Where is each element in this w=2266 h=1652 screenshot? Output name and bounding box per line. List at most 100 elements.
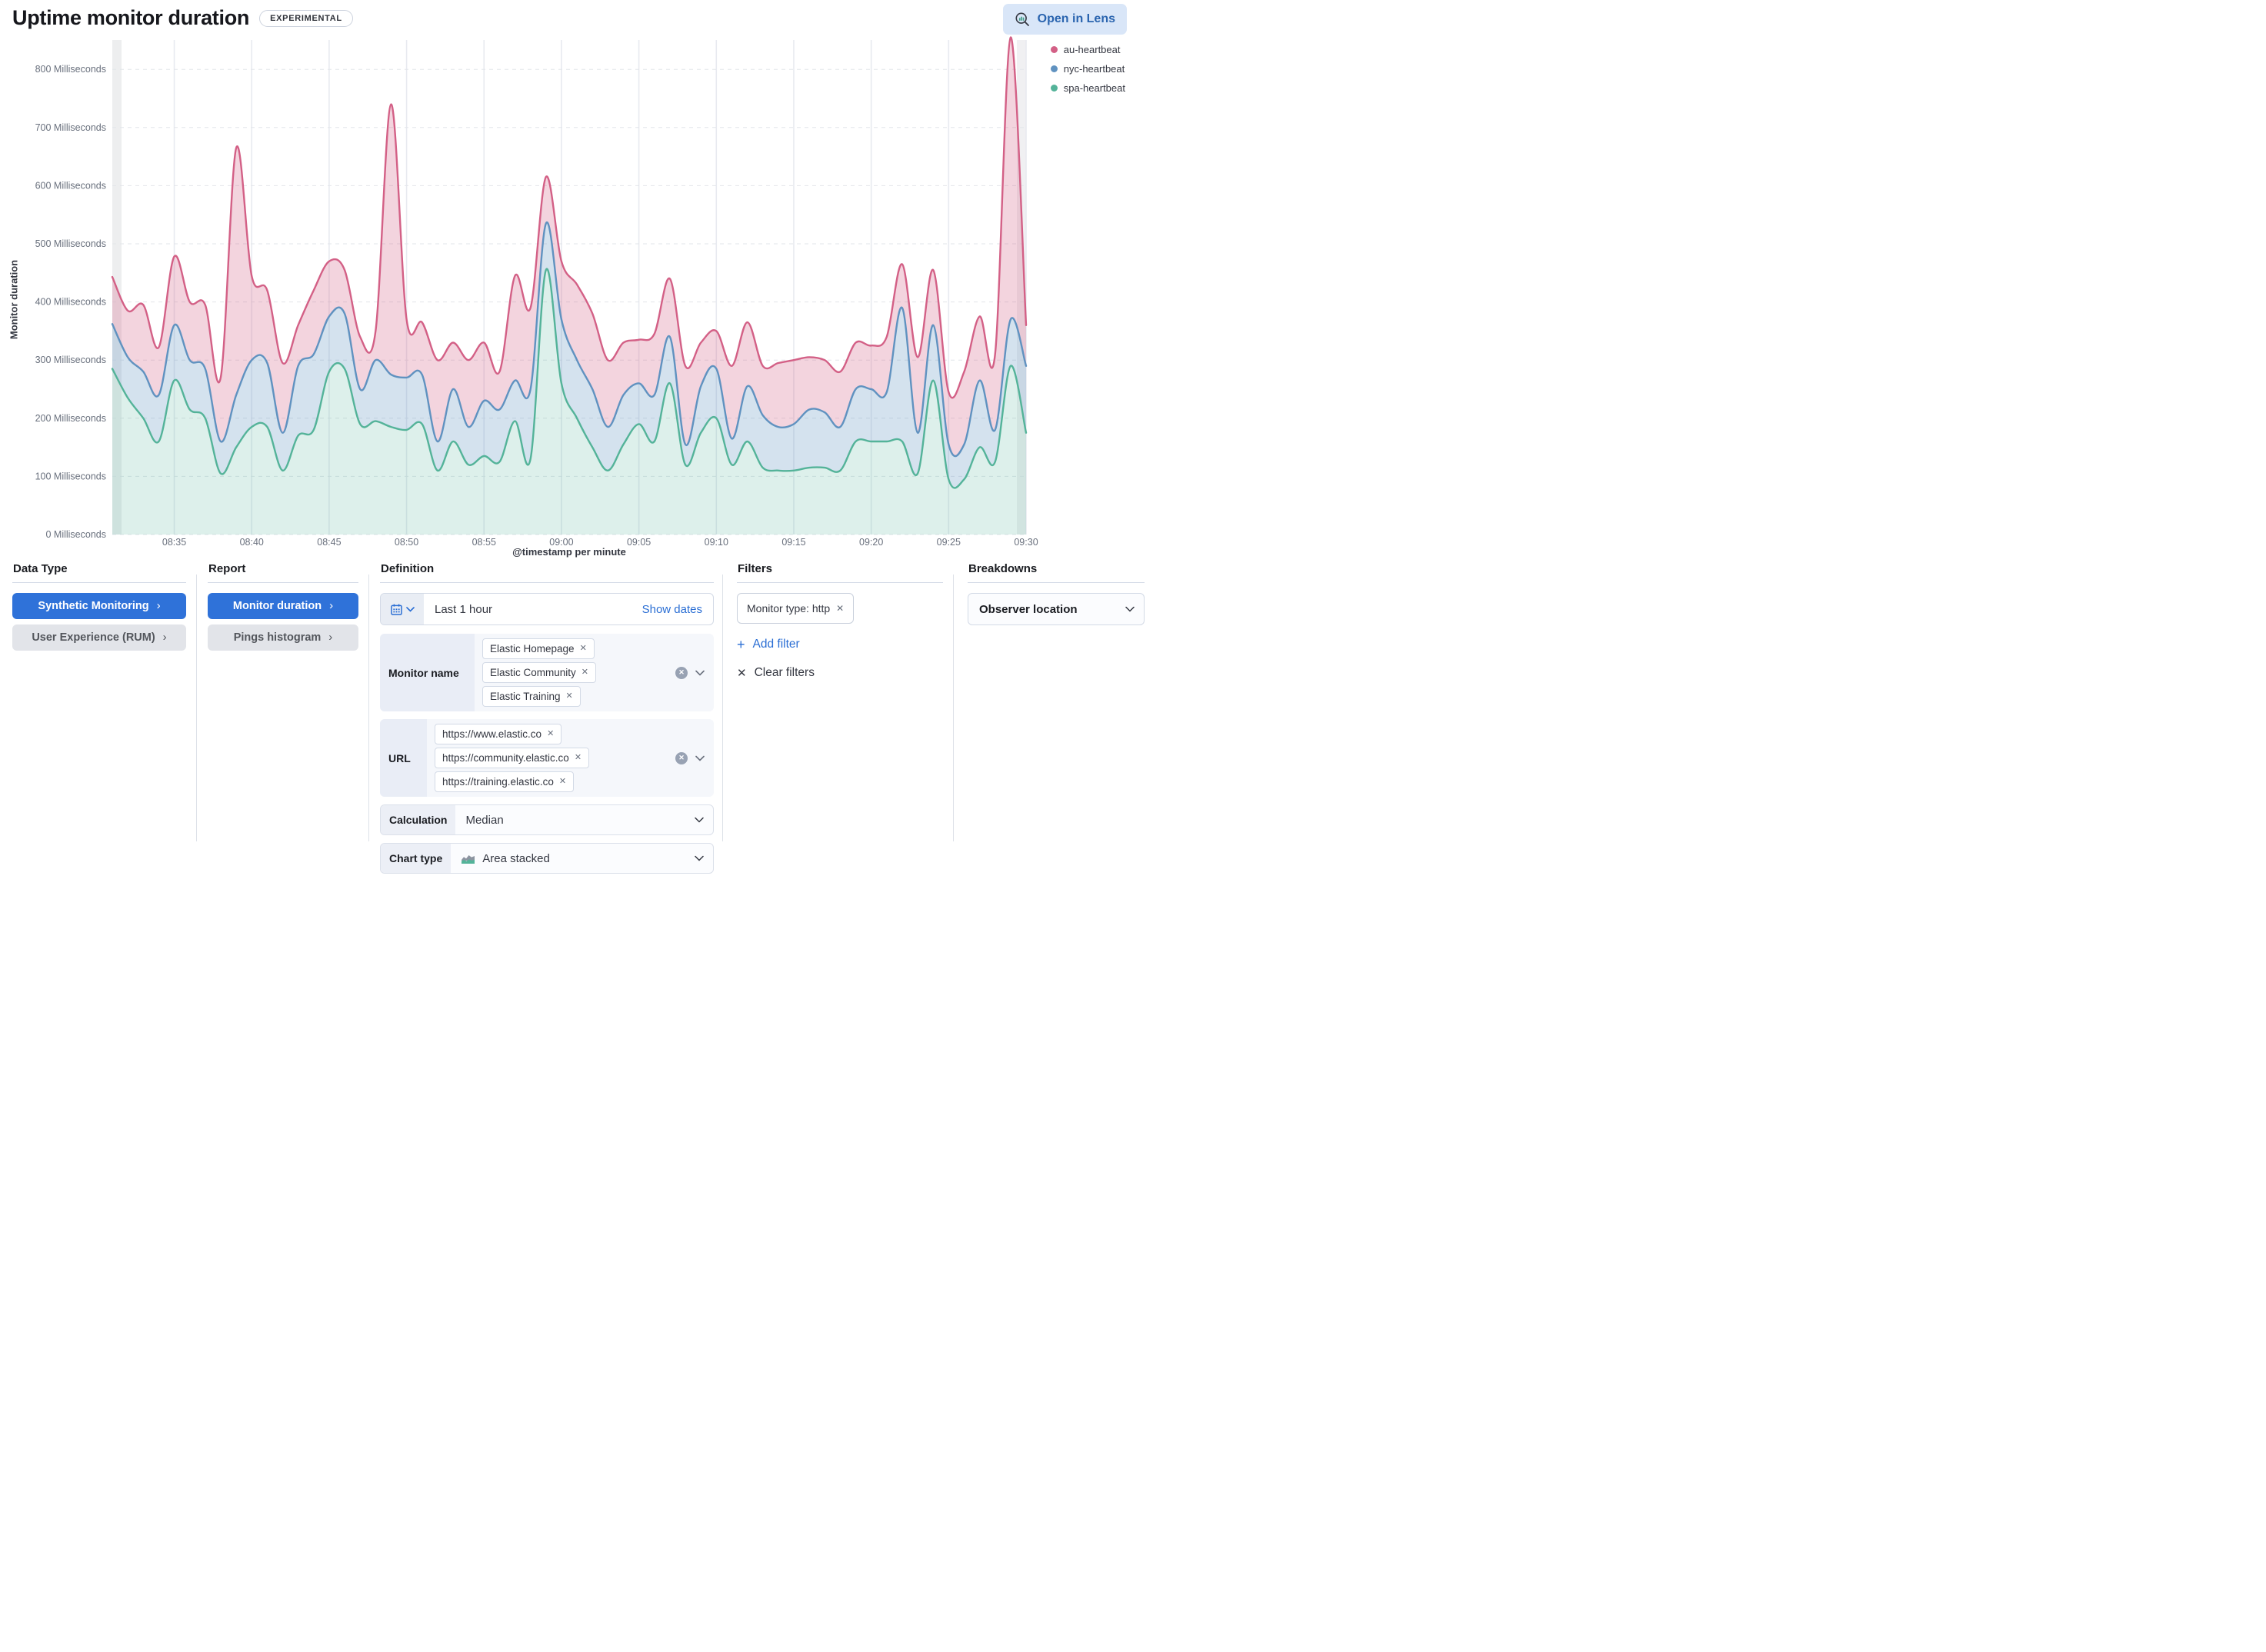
remove-pill-icon[interactable]: ✕ [558,777,567,786]
monitor-name-pill[interactable]: Elastic Homepage ✕ [482,638,595,659]
legend-dot-nyc [1050,65,1058,72]
legend-item-au-heartbeat[interactable]: au-heartbeat [1050,44,1125,55]
chevron-down-icon[interactable] [695,817,713,823]
chevron-down-icon[interactable] [695,855,713,861]
url-pill[interactable]: https://www.elastic.co ✕ [435,724,562,744]
chevron-right-icon: › [328,631,333,644]
svg-text:08:40: 08:40 [240,537,264,548]
legend-item-spa-heartbeat[interactable]: spa-heartbeat [1050,82,1125,94]
clear-field-icon[interactable]: ✕ [675,751,688,764]
clear-filters-label: Clear filters [754,666,815,679]
legend-item-nyc-heartbeat[interactable]: nyc-heartbeat [1050,63,1125,75]
svg-text:400 Milliseconds: 400 Milliseconds [35,297,106,308]
svg-text:200 Milliseconds: 200 Milliseconds [35,413,106,424]
value-label: Area stacked [482,851,550,865]
svg-text:09:10: 09:10 [705,537,728,548]
remove-pill-icon[interactable]: ✕ [574,753,582,762]
date-picker: Last 1 hour Show dates [380,593,714,625]
filters-header: Filters [738,562,773,575]
calculation-select: Calculation Median [380,804,714,835]
svg-text:08:35: 08:35 [162,537,186,548]
report-monitor-duration-button[interactable]: Monitor duration › [208,593,358,619]
button-label: Monitor duration [232,600,322,612]
pill-label: Elastic Homepage [490,643,575,654]
legend-dot-au [1050,46,1058,53]
data-type-user-experience-button[interactable]: User Experience (RUM) › [12,624,186,651]
data-type-header: Data Type [13,562,68,575]
monitor-name-field: Monitor name Elastic Homepage ✕ Elastic … [380,634,714,711]
column-data-type: Data Type Synthetic Monitoring › User Ex… [12,562,197,841]
svg-text:300 Milliseconds: 300 Milliseconds [35,355,106,365]
chevron-right-icon: › [156,599,161,612]
clear-field-icon[interactable]: ✕ [675,666,688,679]
chevron-down-icon [1125,606,1135,612]
svg-text:100 Milliseconds: 100 Milliseconds [35,471,106,481]
page-header: Uptime monitor duration EXPERIMENTAL Ope… [0,0,1133,40]
filter-pill-label: Monitor type: http [747,602,831,615]
pill-label: Elastic Community [490,667,576,678]
add-filter-button[interactable]: + Add filter [737,638,800,651]
legend-label: au-heartbeat [1063,44,1121,55]
monitor-name-label: Monitor name [380,634,475,711]
column-definition: Definition [369,562,723,874]
open-in-lens-button[interactable]: Open in Lens [1002,4,1127,35]
button-label: User Experience (RUM) [32,631,155,644]
breakdown-value: Observer location [979,602,1078,616]
breakdown-select[interactable]: Observer location [968,593,1145,625]
cross-icon: ✕ [737,667,747,680]
svg-text:800 Milliseconds: 800 Milliseconds [35,64,106,75]
x-axis-title: @timestamp per minute [512,546,626,558]
svg-text:09:15: 09:15 [781,537,805,548]
svg-text:08:55: 08:55 [472,537,496,548]
report-pings-histogram-button[interactable]: Pings histogram › [208,624,358,651]
area-stacked-icon [461,853,475,864]
legend-label: nyc-heartbeat [1063,63,1125,75]
url-pill[interactable]: https://community.elastic.co ✕ [435,748,590,768]
y-axis-title: Monitor duration [8,259,20,340]
svg-text:09:25: 09:25 [937,537,961,548]
chart-type-value[interactable]: Area stacked [451,852,695,865]
monitor-name-pill[interactable]: Elastic Community ✕ [482,662,596,683]
chart-legend: au-heartbeat nyc-heartbeat spa-heartbeat [1050,44,1125,94]
value-label: Median [465,813,504,827]
breakdowns-header: Breakdowns [968,562,1038,575]
monitor-name-pill[interactable]: Elastic Training ✕ [482,686,581,707]
show-dates-link[interactable]: Show dates [638,602,713,617]
filter-pill-monitor-type[interactable]: Monitor type: http ✕ [737,593,855,624]
calculation-label: Calculation [381,805,456,834]
calculation-value[interactable]: Median [455,814,695,827]
time-range-value[interactable]: Last 1 hour [435,602,493,616]
chevron-right-icon: › [329,599,334,612]
button-label: Pings histogram [233,631,322,644]
report-header: Report [208,562,246,575]
chevron-down-icon[interactable] [695,755,705,761]
chart-canvas[interactable]: 08:35 08:40 08:45 08:50 08:55 09:00 09:05 09:10… [0,0,1133,562]
remove-pill-icon[interactable]: ✕ [581,668,588,677]
chevron-down-icon [406,606,415,612]
duration-chart: 08:35 08:40 08:45 08:50 08:55 09:00 09:05 09:10… [0,0,1133,562]
svg-text:08:45: 08:45 [317,537,341,548]
plus-icon: + [737,637,745,652]
remove-pill-icon[interactable]: ✕ [547,729,555,738]
svg-text:09:05: 09:05 [627,537,651,548]
pill-label: Elastic Training [490,691,561,702]
svg-text:09:20: 09:20 [859,537,883,548]
svg-text:08:50: 08:50 [395,537,418,548]
remove-pill-icon[interactable]: ✕ [565,691,573,701]
pill-label: https://training.elastic.co [442,776,554,788]
url-pill[interactable]: https://training.elastic.co ✕ [435,771,575,792]
chevron-right-icon: › [162,631,167,644]
pill-label: https://www.elastic.co [442,728,542,740]
chart-type-label: Chart type [381,844,452,873]
lens-icon [1015,12,1031,28]
svg-text:0 Milliseconds: 0 Milliseconds [45,529,106,540]
date-picker-quick-menu-button[interactable] [381,594,424,624]
legend-dot-spa [1050,85,1058,92]
clear-filters-button[interactable]: ✕ Clear filters [737,666,815,680]
column-report: Report Monitor duration › Pings histogra… [197,562,369,841]
legend-label: spa-heartbeat [1063,82,1125,94]
remove-filter-icon[interactable]: ✕ [836,603,845,614]
chevron-down-icon[interactable] [695,670,705,676]
remove-pill-icon[interactable]: ✕ [579,644,587,653]
data-type-synthetic-monitoring-button[interactable]: Synthetic Monitoring › [12,593,186,619]
